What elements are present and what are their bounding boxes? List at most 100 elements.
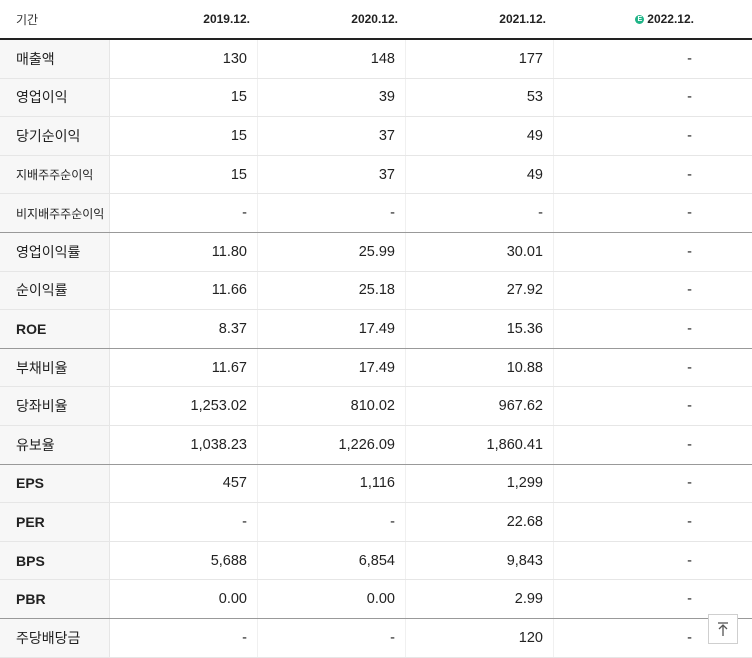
row-label: 비지배주주순이익 <box>0 194 110 232</box>
row-value: 27.92 <box>406 271 554 310</box>
row-value: - <box>687 89 692 106</box>
row-value: 1,038.23 <box>110 425 258 464</box>
row-value: - <box>687 398 692 415</box>
row-value: 810.02 <box>258 387 406 425</box>
row-label: 순이익률 <box>0 271 110 310</box>
row-label: 부채비율 <box>0 348 110 387</box>
row-value: - <box>258 503 406 541</box>
row-value: 2.99 <box>406 580 554 618</box>
row-value: 6,854 <box>258 541 406 580</box>
row-label: BPS <box>0 541 110 580</box>
row-label: EPS <box>0 464 110 503</box>
row-value: - <box>687 282 692 299</box>
row-value: 39 <box>258 78 406 117</box>
row-value: 53 <box>406 78 554 117</box>
row-value: 25.99 <box>258 232 406 271</box>
period-2019: 2019.12. <box>203 12 250 26</box>
row-value: - <box>687 591 692 608</box>
row-value: - <box>687 513 692 530</box>
row-value: - <box>110 618 258 657</box>
row-value: - <box>406 194 554 232</box>
row-value: 11.67 <box>110 348 258 387</box>
row-label: 당좌비율 <box>0 387 110 425</box>
row-value: 1,860.41 <box>406 425 554 464</box>
row-value: 30.01 <box>406 232 554 271</box>
row-label: 주당배당금 <box>0 618 110 657</box>
row-value: 457 <box>110 464 258 503</box>
table-row: 당기순이익 15 37 49 - <box>0 117 752 156</box>
table-row: 주당배당금 - -120- <box>0 618 752 658</box>
table-row: 영업이익 15 39 53 - <box>0 78 752 118</box>
estimate-badge-icon: E <box>635 14 645 24</box>
row-value: 1,116 <box>258 464 406 503</box>
row-value: 10.88 <box>406 348 554 387</box>
row-value: - <box>687 436 692 453</box>
row-label: 영업이익률 <box>0 232 110 271</box>
row-value: 148 <box>258 40 406 78</box>
row-value: - <box>687 205 692 222</box>
row-value: 130 <box>110 40 258 78</box>
row-value: 8.37 <box>110 310 258 348</box>
table-row: BPS 5,688 6,854 9,843 - <box>0 541 752 581</box>
row-value: 15 <box>110 117 258 155</box>
row-value: - <box>687 475 692 492</box>
table-body: 매출액 130 148 177- 영업이익 15 39 53- 당기순이익 15 37 49- 지배주주… <box>0 40 752 658</box>
row-value: 37 <box>258 117 406 155</box>
row-value: 15.36 <box>406 310 554 348</box>
row-value: 25.18 <box>258 271 406 310</box>
row-value: 967.62 <box>406 387 554 425</box>
period-2022-label: 2022.12. <box>647 12 694 26</box>
row-value: - <box>687 127 692 144</box>
row-value: 37 <box>258 155 406 194</box>
period-header-label: 기간 <box>16 12 39 27</box>
table-row: 비지배주주순이익 - - - - <box>0 194 752 233</box>
row-label: PBR <box>0 580 110 618</box>
row-value: 0.00 <box>258 580 406 618</box>
row-value: 1,253.02 <box>110 387 258 425</box>
table-row: ROE 8.37 17.49 15.36 - <box>0 310 752 349</box>
period-2021: 2021.12. <box>499 12 546 26</box>
row-value: - <box>687 166 692 183</box>
row-label: 당기순이익 <box>0 117 110 155</box>
row-value: - <box>110 503 258 541</box>
row-value: 1,226.09 <box>258 425 406 464</box>
row-value: 15 <box>110 155 258 194</box>
row-value: 177 <box>406 40 554 78</box>
table-row: 지배주주순이익 15 37 49 - <box>0 155 752 195</box>
table-row: 영업이익률 11.80 25.99 30.01 - <box>0 232 752 272</box>
period-2022: E 2022.12. <box>554 0 702 38</box>
table-row: 매출액 130 148 177 - <box>0 40 752 79</box>
row-value: 49 <box>406 155 554 194</box>
row-value: 0.00 <box>110 580 258 618</box>
row-value: - <box>687 243 692 260</box>
table-header: 기간 2019.12. 2020.12. 2021.12. E 2022.12. <box>0 0 752 40</box>
row-value: - <box>687 629 692 646</box>
row-value: 15 <box>110 78 258 117</box>
row-value: 120 <box>406 618 554 657</box>
table-row: 순이익률 11.66 25.18 27.92 - <box>0 271 752 311</box>
table-row: 당좌비율 1,253.02 810.02 967.62 - <box>0 387 752 426</box>
row-value: - <box>687 552 692 569</box>
row-value: 22.68 <box>406 503 554 541</box>
row-label: ROE <box>0 310 110 348</box>
row-value: 9,843 <box>406 541 554 580</box>
table-row: 부채비율 11.67 17.49 10.88 - <box>0 348 752 388</box>
row-label: 매출액 <box>0 40 110 78</box>
table-row: PBR 0.00 0.00 2.99- <box>0 580 752 619</box>
row-value: 49 <box>406 117 554 155</box>
row-value: - <box>258 618 406 657</box>
row-value: 17.49 <box>258 310 406 348</box>
row-label: 영업이익 <box>0 78 110 117</box>
row-value: - <box>687 359 692 376</box>
table-row: 유보율 1,038.23 1,226.09 1,860.41 - <box>0 425 752 465</box>
table-row: PER - -22.68- <box>0 503 752 542</box>
row-label: 지배주주순이익 <box>0 155 110 194</box>
row-label: 유보율 <box>0 425 110 464</box>
row-value: 11.66 <box>110 271 258 310</box>
period-2020: 2020.12. <box>351 12 398 26</box>
scroll-to-top-button[interactable] <box>708 614 738 644</box>
row-value: 1,299 <box>406 464 554 503</box>
row-value: - <box>258 194 406 232</box>
row-value: 17.49 <box>258 348 406 387</box>
row-value: 5,688 <box>110 541 258 580</box>
